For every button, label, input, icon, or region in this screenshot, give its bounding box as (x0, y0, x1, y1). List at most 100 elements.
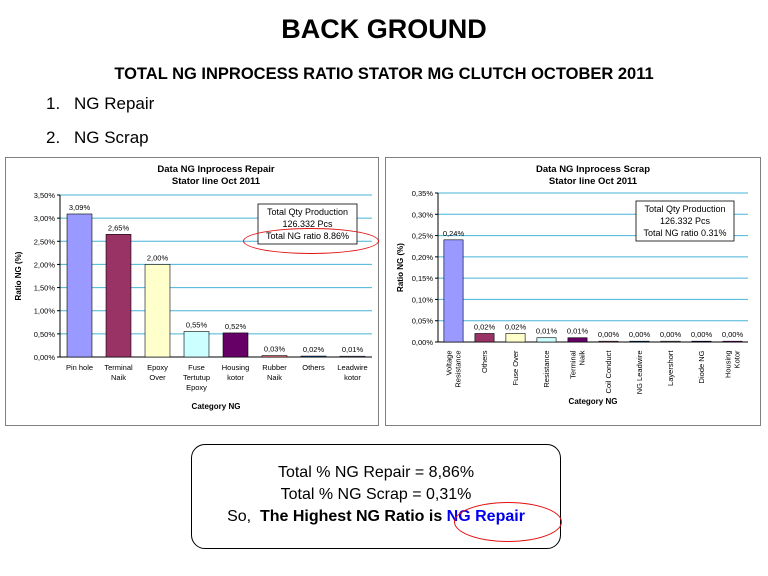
x-tick-label: Fuse (188, 363, 205, 372)
legend-text: 126.332 Pcs (660, 216, 711, 226)
data-label: 3,09% (69, 203, 91, 212)
y-tick-label: 0,10% (412, 295, 434, 304)
conclusion-bold: The Highest NG Ratio is (259, 508, 443, 525)
x-tick-label: Epoxy (147, 363, 168, 372)
summary-repair-total: Total % NG Repair = 8,86% (277, 464, 475, 481)
y-tick-label: 0,20% (412, 253, 434, 262)
y-tick-label: 0,50% (34, 330, 56, 339)
data-label: 0,01% (342, 345, 364, 354)
x-tick-label: Others (480, 350, 489, 373)
ng-type-list: 1. NG Repair 2. NG Scrap (46, 94, 154, 162)
data-label: 0,01% (536, 327, 558, 336)
y-tick-label: 0,35% (412, 189, 434, 198)
y-tick-label: 0,25% (412, 232, 434, 241)
list-number: 1. (46, 94, 61, 113)
bar (66, 213, 93, 358)
y-tick-label: 1,00% (34, 307, 56, 316)
data-label: 2,00% (147, 253, 169, 262)
data-label: 0,02% (303, 345, 325, 354)
x-tick-label: Tertutup (183, 373, 210, 382)
data-label: 0,00% (629, 330, 651, 339)
data-label: 0,00% (660, 330, 682, 339)
data-label: 0,01% (567, 327, 589, 336)
y-tick-label: 3,50% (34, 191, 56, 200)
x-axis-title: Category NG (569, 397, 618, 406)
bar (105, 234, 132, 358)
repair-chart: Data NG Inprocess Repair Stator line Oct … (5, 157, 379, 426)
x-tick-label: NG Leadwire (635, 351, 644, 395)
conclusion-prefix: So, (227, 508, 252, 525)
bar (505, 333, 526, 343)
x-tick-label: Naik (267, 373, 282, 382)
data-label: 2,65% (108, 223, 130, 232)
x-axis-title: Category NG (192, 402, 241, 411)
page-subtitle: TOTAL NG INPROCESS RATIO STATOR MG CLUTC… (114, 65, 654, 83)
bar (660, 340, 681, 343)
x-tick-label: kotor (227, 373, 244, 382)
bar (144, 264, 171, 358)
x-tick-label: Voltage (445, 351, 454, 376)
list-number: 2. (46, 128, 61, 147)
x-tick-label: Leadwire (337, 363, 367, 372)
data-label: 0,03% (264, 345, 286, 354)
bar (183, 331, 210, 358)
x-tick-label: kotor (344, 373, 361, 382)
x-tick-label: Housing (222, 363, 250, 372)
x-tick-label: Layershort (666, 350, 675, 386)
data-label: 0,00% (691, 330, 713, 339)
data-label: 0,02% (505, 322, 527, 331)
legend-text: 126.332 Pcs (282, 219, 333, 229)
x-tick-label: Diode NG (697, 350, 706, 383)
chart-title: Data NG Inprocess Repair (157, 164, 275, 175)
bar (722, 340, 743, 343)
summary-scrap-total: Total % NG Scrap = 0,31% (280, 486, 472, 503)
x-tick-label: Pin hole (66, 363, 93, 372)
x-tick-label: Epoxy (186, 383, 207, 392)
x-tick-label: Terminal (104, 363, 133, 372)
chart-title: Data NG Inprocess Scrap (536, 164, 650, 175)
x-tick-label: Naik (578, 350, 587, 365)
list-item: 2. NG Scrap (46, 128, 154, 162)
list-item: 1. NG Repair (46, 94, 154, 128)
legend-text: Total NG ratio 0.31% (643, 228, 726, 238)
x-tick-label: Housing (724, 351, 733, 379)
x-tick-label: Others (302, 363, 325, 372)
x-tick-label: Over (149, 373, 166, 382)
page-title: BACK GROUND (281, 14, 487, 44)
y-tick-label: 2,50% (34, 237, 56, 246)
bar (300, 355, 327, 358)
x-tick-label: Coil Conduct (604, 350, 613, 394)
scrap-chart: Data NG Inprocess Scrap Stator line Oct 2… (385, 157, 761, 426)
y-tick-label: 1,50% (34, 284, 56, 293)
x-tick-label: Kotor (733, 350, 742, 368)
chart-title: Stator line Oct 2011 (549, 176, 638, 187)
y-tick-label: 0,05% (412, 317, 434, 326)
legend-box (635, 200, 735, 242)
list-label: NG Scrap (74, 128, 149, 147)
data-label: 0,00% (722, 330, 744, 339)
y-axis-title: Ratio NG (%) (14, 251, 23, 300)
bar (536, 337, 557, 343)
y-tick-label: 3,00% (34, 214, 56, 223)
highlight-oval (243, 228, 379, 254)
bar (339, 355, 366, 358)
chart-title: Stator line Oct 2011 (172, 176, 261, 187)
y-tick-label: 2,00% (34, 260, 56, 269)
x-tick-label: Rubber (262, 363, 287, 372)
y-tick-label: 0,15% (412, 274, 434, 283)
y-tick-label: 0,00% (412, 338, 434, 347)
data-label: 0,02% (474, 322, 496, 331)
bar (598, 340, 619, 343)
x-tick-label: Resistance (542, 351, 551, 388)
bar (222, 332, 249, 358)
bar (443, 239, 464, 343)
bar (261, 355, 288, 358)
highlight-oval (454, 502, 562, 542)
data-label: 0,52% (225, 322, 247, 331)
legend-text: Total Qty Production (267, 207, 348, 217)
x-tick-label: Resistance (454, 351, 463, 388)
x-tick-label: Fuse Over (511, 350, 520, 386)
y-tick-label: 0,00% (34, 353, 56, 362)
